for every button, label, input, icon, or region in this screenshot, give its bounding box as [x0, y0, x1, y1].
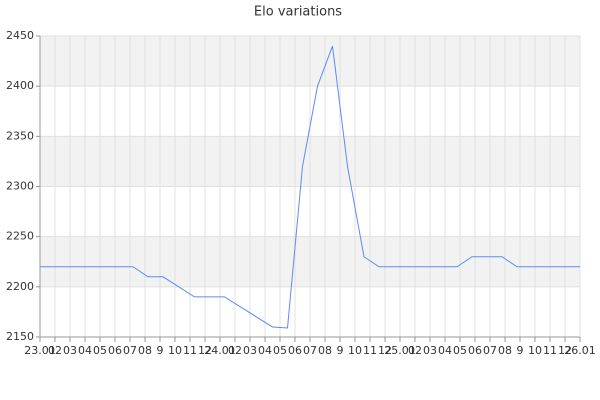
y-tick-label: 2200: [6, 280, 34, 293]
x-tick-label: 05: [453, 344, 467, 357]
x-tick-label: 26.01: [564, 344, 596, 357]
y-tick-label: 2300: [6, 180, 34, 193]
x-tick-label: 11: [183, 344, 197, 357]
x-tick-label: 12: [198, 344, 212, 357]
x-tick-label: 02: [408, 344, 422, 357]
x-tick-label: 02: [228, 344, 242, 357]
x-tick-label: 03: [423, 344, 437, 357]
x-tick-label: 03: [63, 344, 77, 357]
chart-title: Elo variations: [254, 5, 342, 20]
x-tick-label: 04: [78, 344, 92, 357]
x-tick-label: 08: [138, 344, 152, 357]
x-tick-label: 04: [258, 344, 272, 357]
y-tick-label: 2450: [6, 29, 34, 42]
x-tick-label: 11: [543, 344, 557, 357]
y-tick-label: 2250: [6, 230, 34, 243]
x-tick-label: 10: [168, 344, 182, 357]
x-tick-label: 08: [318, 344, 332, 357]
x-tick-label: 05: [93, 344, 107, 357]
x-tick-label: 07: [303, 344, 317, 357]
x-tick-label: 05: [273, 344, 287, 357]
x-tick-label: 06: [468, 344, 482, 357]
line: [40, 45, 580, 329]
y-tick-label: 2400: [6, 79, 34, 92]
x-tick-label: 23.01: [24, 344, 56, 357]
y-tick-label: 2350: [6, 129, 34, 142]
x-tick-label: 07: [123, 344, 137, 357]
x-tick-label: 24.01: [204, 344, 236, 357]
x-tick-label: 11: [363, 344, 377, 357]
x-tick-label: 9: [157, 344, 164, 357]
x-tick-label: 12: [558, 344, 572, 357]
x-tick-label: 04: [438, 344, 452, 357]
x-tick-label: 03: [243, 344, 257, 357]
x-tick-label: 06: [108, 344, 122, 357]
x-tick-label: 10: [528, 344, 542, 357]
x-tick-label: 08: [498, 344, 512, 357]
x-tick-label: 12: [378, 344, 392, 357]
x-tick-label: 02: [48, 344, 62, 357]
x-tick-label: 25.01: [384, 344, 416, 357]
x-tick-label: 10: [348, 344, 362, 357]
y-tick-label: 2150: [6, 330, 34, 343]
x-tick-label: 07: [483, 344, 497, 357]
x-tick-label: 9: [517, 344, 524, 357]
x-tick-label: 9: [337, 344, 344, 357]
x-tick-label: 06: [288, 344, 302, 357]
